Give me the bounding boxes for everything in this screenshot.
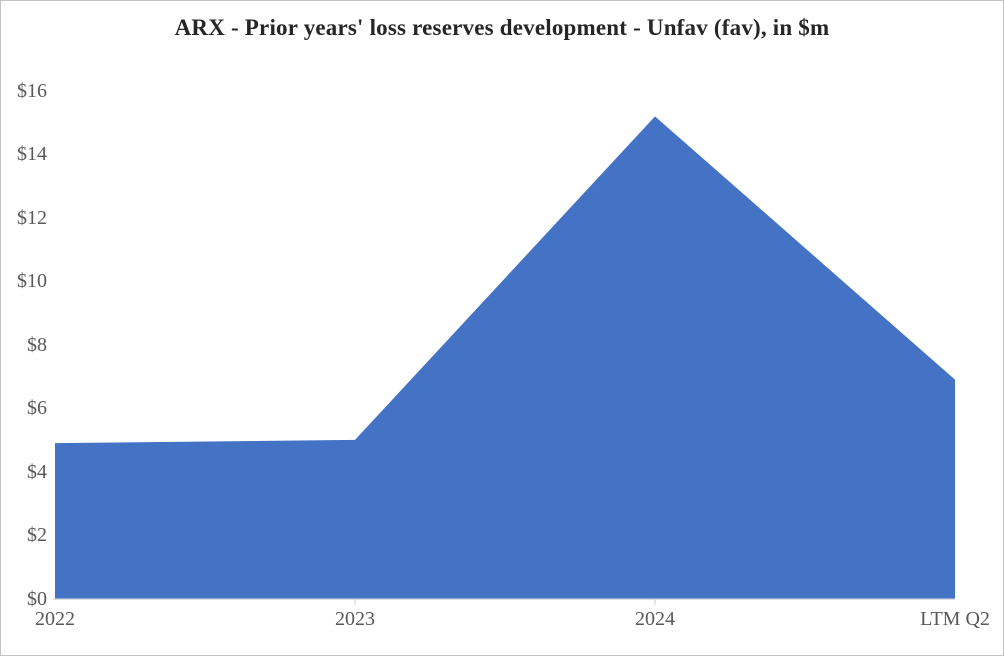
x-tick-label: 2023 bbox=[335, 608, 375, 630]
y-tick-label: $14 bbox=[17, 143, 47, 166]
x-axis-ticks bbox=[354, 599, 656, 605]
y-tick-label: $2 bbox=[27, 524, 47, 547]
area-series-shape bbox=[55, 116, 955, 599]
y-tick-label: $12 bbox=[17, 206, 47, 229]
y-tick-label: $4 bbox=[27, 460, 47, 483]
y-tick-label: $10 bbox=[17, 270, 47, 293]
x-tick-label: LTM Q2 bbox=[920, 608, 990, 630]
x-tick-label: 2024 bbox=[635, 608, 675, 630]
y-tick-label: $16 bbox=[17, 80, 47, 102]
chart-title: ARX - Prior years' loss reserves develop… bbox=[174, 15, 830, 40]
y-tick-label: $0 bbox=[27, 587, 47, 610]
x-tick-label: 2022 bbox=[35, 608, 75, 630]
y-tick-label: $8 bbox=[27, 333, 47, 356]
y-tick-label: $6 bbox=[27, 397, 47, 420]
